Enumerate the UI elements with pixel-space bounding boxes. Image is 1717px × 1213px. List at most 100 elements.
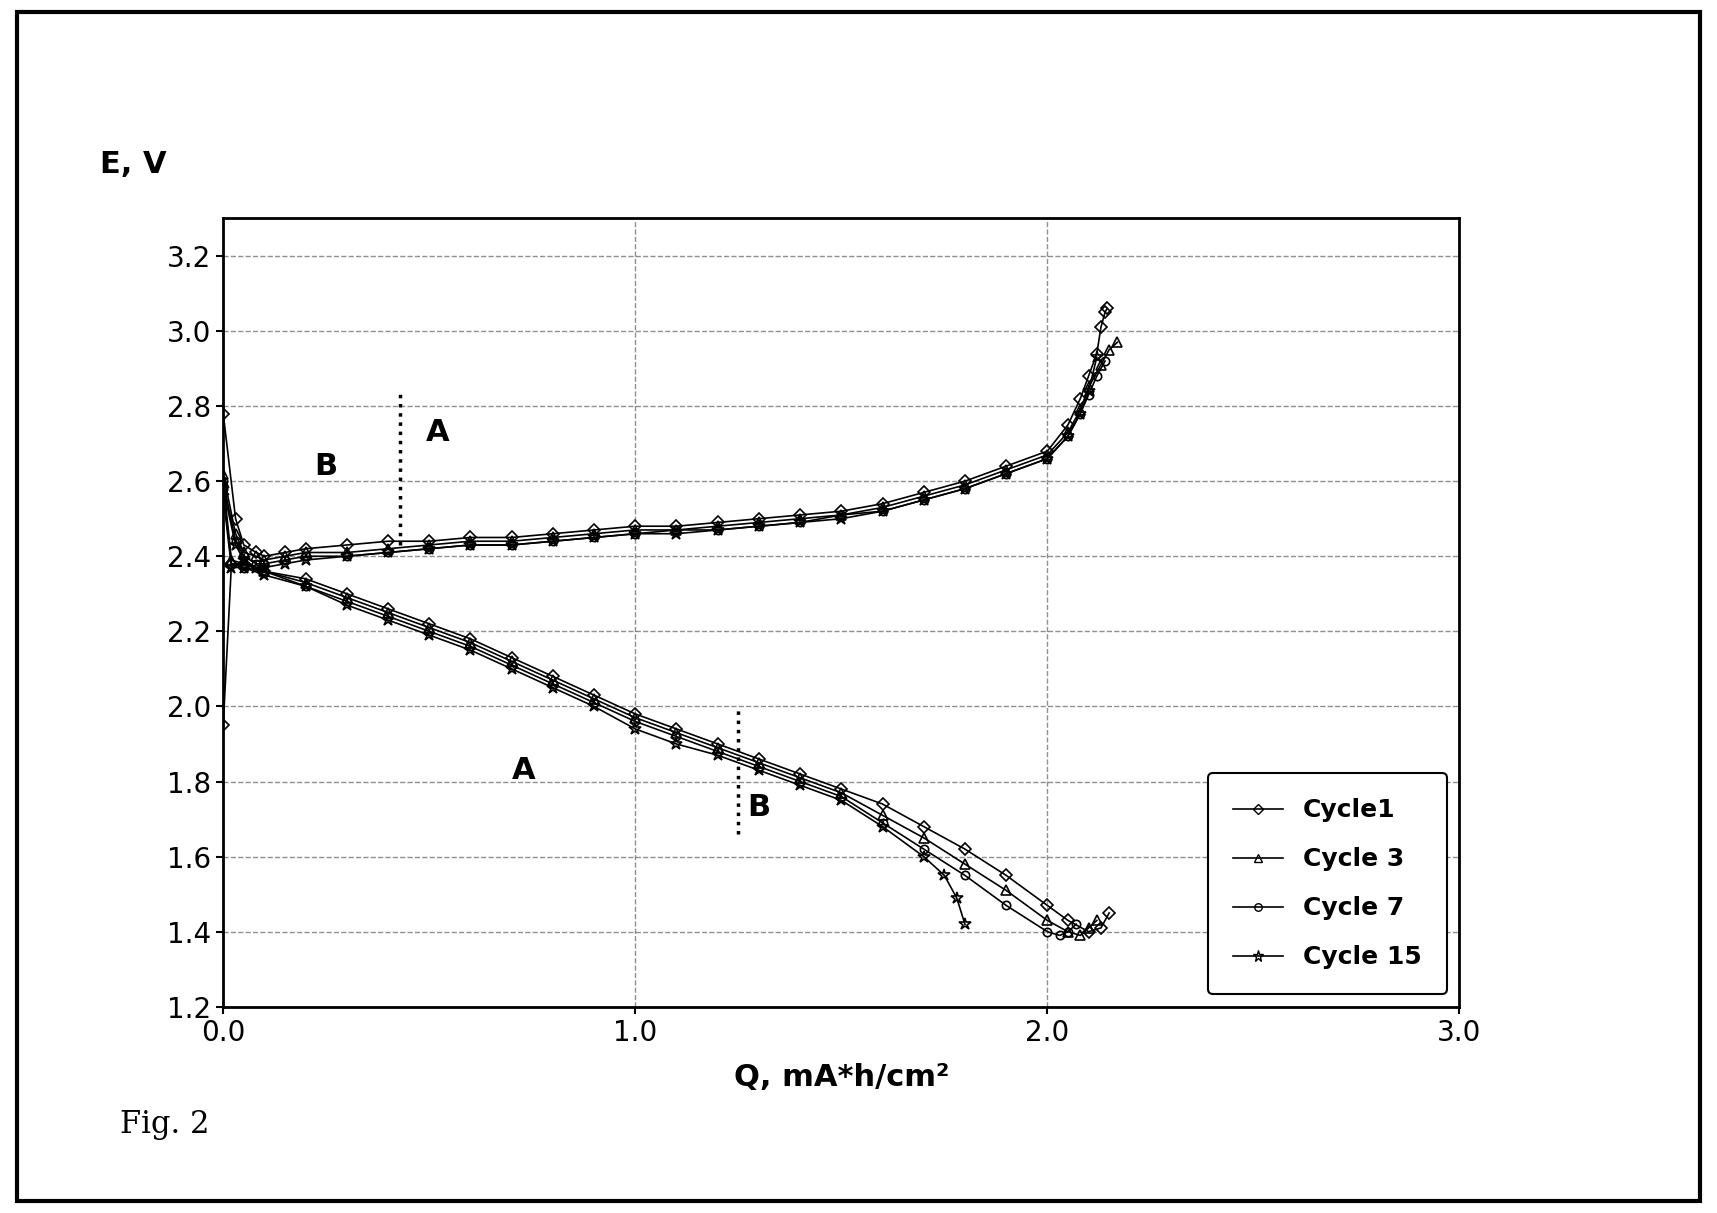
Cycle1 (996, 459, 1016, 473)
Cycle 7 (275, 553, 295, 568)
Cycle 15 (625, 526, 646, 541)
Cycle1 (1090, 320, 1111, 335)
X-axis label: Q, mA*h/cm²: Q, mA*h/cm² (733, 1064, 950, 1092)
Cycle 15 (872, 503, 893, 518)
Cycle 15 (501, 537, 522, 552)
Cycle 7 (1058, 429, 1078, 444)
Cycle 7 (955, 482, 975, 496)
Text: B: B (314, 451, 338, 480)
Cycle1 (584, 523, 604, 537)
Cycle 3 (913, 489, 934, 503)
Cycle 15 (246, 560, 266, 575)
Line: Cycle1: Cycle1 (220, 304, 1111, 560)
Legend: Cycle1, Cycle 3, Cycle 7, Cycle 15: Cycle1, Cycle 3, Cycle 7, Cycle 15 (1209, 774, 1447, 995)
Cycle 7 (707, 523, 728, 537)
Cycle1 (1087, 346, 1107, 360)
Cycle 15 (1058, 429, 1078, 444)
Cycle 7 (234, 549, 254, 564)
Cycle 7 (1078, 387, 1099, 402)
Text: A: A (512, 756, 536, 785)
Cycle1 (872, 496, 893, 511)
Cycle1 (913, 485, 934, 500)
Cycle 3 (460, 534, 481, 548)
Line: Cycle 7: Cycle 7 (220, 357, 1109, 568)
Cycle1 (1095, 304, 1116, 319)
Cycle 15 (1078, 383, 1099, 398)
Cycle 3 (501, 534, 522, 548)
Cycle 7 (831, 508, 852, 523)
Cycle 15 (666, 526, 687, 541)
Cycle 7 (225, 534, 246, 548)
Cycle 7 (1037, 451, 1058, 466)
Cycle 15 (378, 545, 398, 559)
Cycle 15 (254, 560, 275, 575)
Cycle 15 (1087, 351, 1107, 365)
Cycle1 (707, 516, 728, 530)
Cycle 15 (295, 553, 316, 568)
Cycle 7 (872, 503, 893, 518)
Cycle 3 (419, 537, 440, 552)
Cycle 7 (246, 557, 266, 571)
Cycle 7 (913, 492, 934, 507)
Cycle 7 (749, 519, 769, 534)
Cycle 3 (1078, 380, 1099, 394)
Cycle1 (295, 541, 316, 556)
Cycle 3 (955, 478, 975, 492)
Cycle 3 (225, 526, 246, 541)
Cycle 15 (543, 534, 563, 548)
Cycle1 (543, 526, 563, 541)
Cycle 7 (460, 537, 481, 552)
Cycle 7 (1087, 369, 1107, 383)
Line: Cycle 15: Cycle 15 (216, 351, 1102, 574)
Cycle1 (213, 406, 234, 421)
Cycle 7 (378, 545, 398, 559)
Cycle 15 (460, 537, 481, 552)
Cycle 15 (707, 523, 728, 537)
Cycle1 (625, 519, 646, 534)
Cycle1 (1058, 417, 1078, 432)
Cycle 3 (213, 466, 234, 480)
Cycle1 (234, 537, 254, 552)
Cycle 15 (749, 519, 769, 534)
Cycle 7 (337, 549, 357, 564)
Cycle 15 (275, 557, 295, 571)
Cycle1 (419, 534, 440, 548)
Text: Fig. 2: Fig. 2 (120, 1109, 209, 1140)
Cycle1 (1070, 392, 1090, 406)
Cycle 7 (996, 466, 1016, 480)
Cycle 15 (996, 466, 1016, 480)
Cycle 15 (831, 512, 852, 526)
Cycle1 (1078, 369, 1099, 383)
Cycle 3 (707, 519, 728, 534)
Cycle 3 (749, 516, 769, 530)
Cycle1 (378, 534, 398, 548)
Line: Cycle 3: Cycle 3 (218, 337, 1123, 565)
Cycle 3 (295, 545, 316, 559)
Cycle 15 (419, 541, 440, 556)
Cycle1 (666, 519, 687, 534)
Cycle 3 (275, 549, 295, 564)
Cycle1 (790, 508, 810, 523)
Cycle 7 (295, 549, 316, 564)
Cycle 7 (543, 534, 563, 548)
Cycle 3 (872, 500, 893, 514)
Cycle 15 (225, 537, 246, 552)
Cycle 3 (234, 545, 254, 559)
Cycle 7 (584, 530, 604, 545)
Cycle1 (831, 503, 852, 518)
Cycle 3 (246, 549, 266, 564)
Cycle1 (254, 549, 275, 564)
Cycle 7 (419, 541, 440, 556)
Cycle 15 (337, 549, 357, 564)
Cycle 7 (501, 537, 522, 552)
Cycle1 (460, 530, 481, 545)
Cycle 7 (213, 474, 234, 489)
Cycle 7 (254, 557, 275, 571)
Cycle 7 (1070, 406, 1090, 421)
Cycle1 (501, 530, 522, 545)
Cycle 3 (254, 553, 275, 568)
Cycle 15 (1037, 451, 1058, 466)
Cycle 7 (625, 526, 646, 541)
Cycle 7 (1095, 354, 1116, 369)
Cycle1 (275, 545, 295, 559)
